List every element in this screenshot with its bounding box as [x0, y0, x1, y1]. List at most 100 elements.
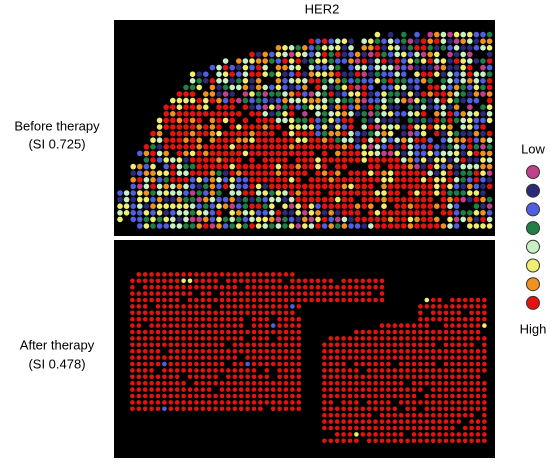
spot [379, 336, 385, 341]
spot [288, 223, 295, 229]
spot [229, 71, 235, 77]
spot [232, 374, 238, 380]
spot [473, 216, 480, 223]
spot [480, 203, 486, 209]
spot [418, 355, 423, 360]
spot [209, 137, 216, 143]
spot [480, 150, 486, 157]
spot [183, 190, 189, 196]
spot [460, 183, 467, 190]
spot [420, 183, 427, 190]
spot [480, 38, 486, 44]
spot [170, 137, 176, 143]
spot [354, 78, 361, 84]
spot [270, 400, 276, 405]
spot [328, 355, 334, 360]
spot [219, 387, 225, 392]
spot [379, 291, 385, 296]
spot [302, 196, 308, 203]
spot [475, 323, 481, 328]
spot [229, 64, 235, 71]
spot [136, 374, 142, 380]
spot [424, 323, 430, 328]
spot [387, 130, 394, 137]
spot [269, 111, 275, 117]
spot [282, 71, 288, 77]
spot [187, 278, 193, 284]
spot [315, 51, 321, 58]
spot [187, 368, 193, 373]
spot [386, 406, 391, 412]
spot [411, 400, 417, 405]
spot [295, 190, 302, 196]
spot [183, 163, 189, 170]
spot [366, 297, 372, 303]
spot [232, 291, 238, 296]
spot [130, 380, 135, 386]
spot [368, 104, 374, 110]
spot [480, 64, 486, 71]
spot [174, 323, 180, 328]
spot [170, 111, 176, 117]
spot [407, 51, 414, 58]
spot [460, 163, 467, 170]
spot [203, 78, 209, 84]
spot [480, 157, 486, 163]
spot [334, 380, 340, 386]
spot [354, 183, 361, 190]
spot [136, 316, 142, 322]
spot [437, 432, 442, 437]
spot [149, 406, 154, 412]
spot [447, 104, 453, 110]
spot [189, 163, 196, 170]
spot [434, 223, 440, 229]
spot [386, 336, 391, 341]
spot [245, 355, 250, 360]
spot [162, 291, 167, 296]
spot [460, 64, 467, 71]
spot [232, 272, 238, 277]
spot [174, 348, 180, 354]
spot [251, 406, 257, 412]
spot [130, 406, 135, 412]
spot [196, 130, 202, 137]
spot [392, 323, 398, 328]
spot [174, 355, 180, 360]
spot [236, 111, 242, 117]
spot [424, 419, 430, 424]
spot [226, 380, 231, 386]
spot [143, 170, 150, 176]
spot [424, 412, 430, 418]
spot [387, 111, 394, 117]
spot [453, 210, 460, 216]
spot [453, 163, 460, 170]
spot [315, 177, 321, 183]
spot [302, 84, 308, 91]
spot [430, 393, 436, 399]
spot [373, 419, 378, 424]
spot [443, 425, 449, 431]
spot [170, 190, 176, 196]
spot [374, 111, 381, 117]
spot [155, 406, 161, 412]
spot [150, 170, 156, 176]
spot [283, 406, 289, 412]
spot [308, 190, 315, 196]
spot [206, 304, 212, 309]
spot [341, 111, 348, 117]
spot [394, 117, 401, 124]
spot [354, 425, 359, 431]
spot [447, 71, 453, 77]
spot [277, 355, 282, 360]
spot [437, 406, 442, 412]
spot [368, 58, 374, 64]
spot [387, 157, 394, 163]
spot [288, 216, 295, 223]
spot [381, 130, 387, 137]
spot [229, 130, 235, 137]
spot [379, 297, 385, 303]
spot [216, 117, 222, 124]
spot [315, 278, 321, 284]
spot [222, 97, 229, 104]
spot [277, 310, 282, 316]
